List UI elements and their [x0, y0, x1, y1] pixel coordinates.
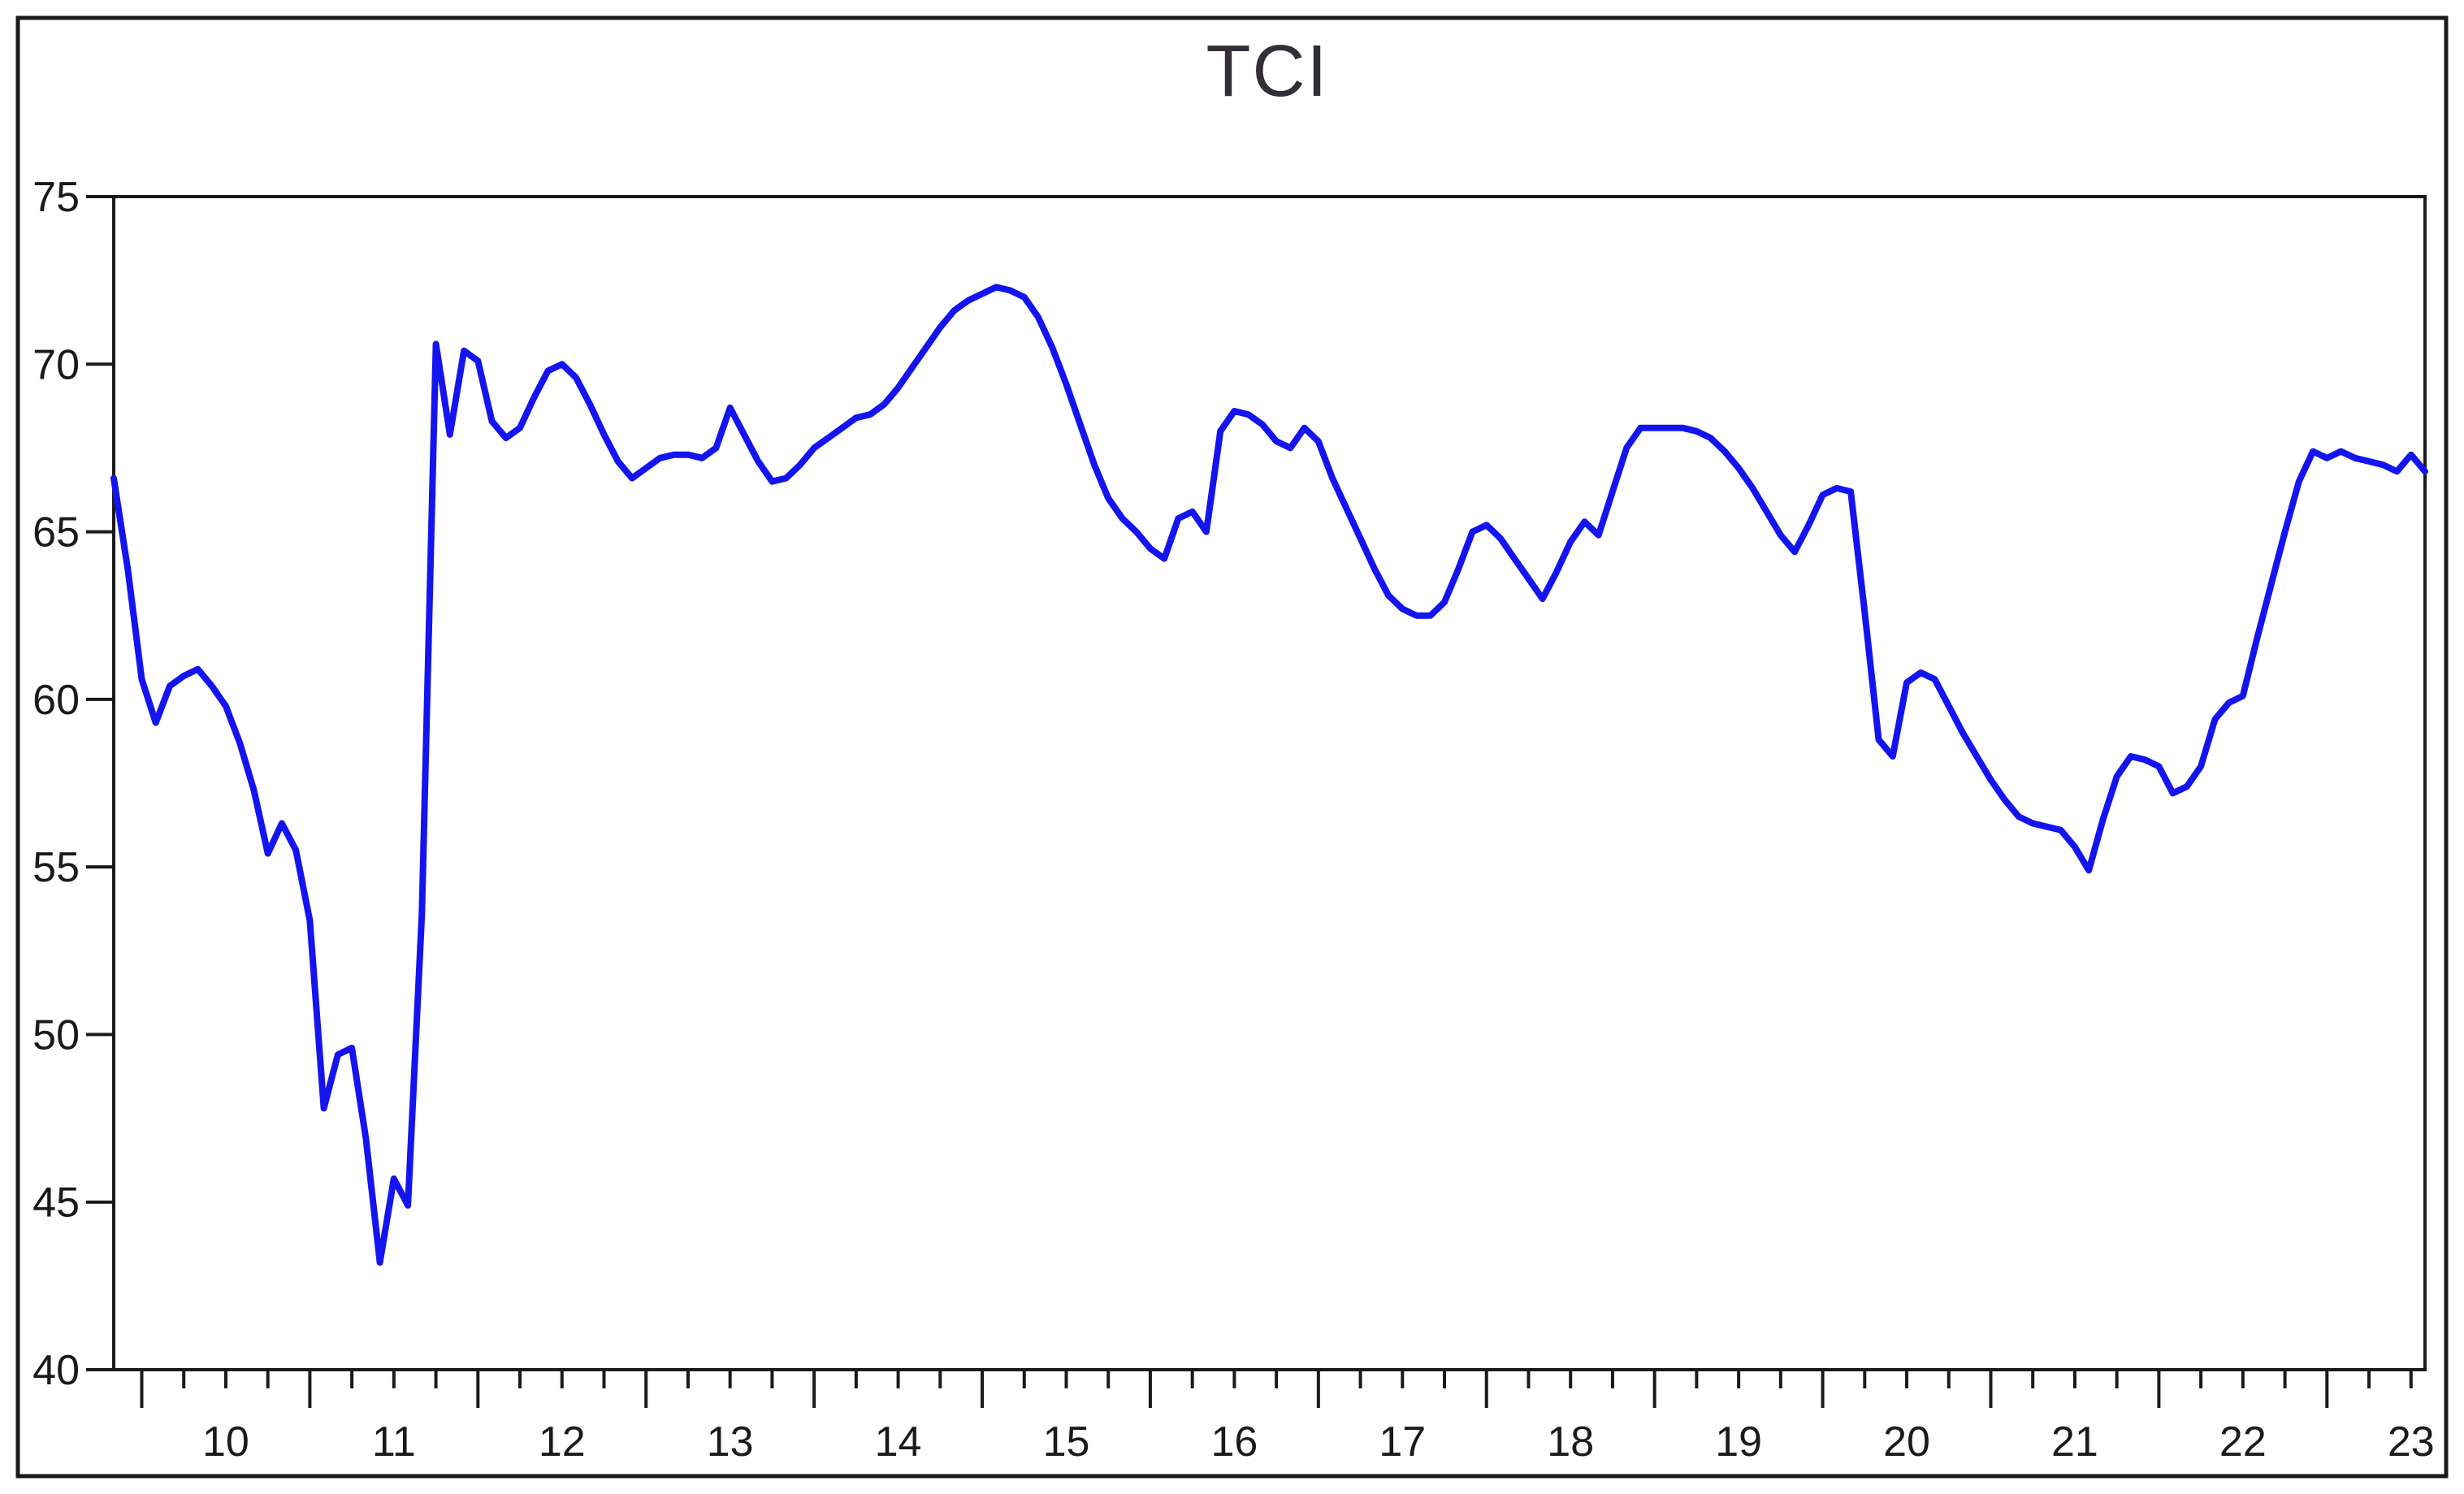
x-axis: 10 11 12 13 14 15 16 17 18 19 20 21 22 23	[140, 1370, 2435, 1466]
chart-title: TCI	[1206, 31, 1329, 112]
x-tick-label: 14	[875, 1418, 922, 1466]
x-tick-label: 18	[1547, 1418, 1594, 1466]
y-tick-label: 65	[32, 509, 80, 556]
y-tick-label: 55	[32, 844, 80, 891]
y-tick-label: 45	[32, 1180, 80, 1227]
x-tick-label: 12	[539, 1418, 586, 1466]
y-tick-label: 60	[32, 677, 80, 724]
x-tick-label: 17	[1379, 1418, 1426, 1466]
plot-frame	[112, 195, 2427, 1371]
x-tick-label: 20	[1883, 1418, 1930, 1466]
y-tick-label: 40	[32, 1347, 80, 1394]
x-tick-label: 21	[2051, 1418, 2098, 1466]
x-tick-label: 23	[2388, 1418, 2435, 1466]
x-tick-label: 19	[1715, 1418, 1762, 1466]
x-tick-label: 22	[2219, 1418, 2267, 1466]
y-tick-label: 70	[32, 341, 80, 388]
x-tick-label: 16	[1210, 1418, 1258, 1466]
outer-border	[15, 15, 2449, 1479]
x-tick-label: 15	[1043, 1418, 1090, 1466]
x-tick-label: 11	[372, 1418, 416, 1466]
y-axis: 75 70 65 60 55 50 45 40	[32, 174, 114, 1394]
y-tick-label: 75	[32, 174, 80, 221]
x-tick-label: 10	[202, 1418, 249, 1466]
y-tick-label: 50	[32, 1011, 80, 1059]
tci-series-line	[110, 284, 2428, 1266]
x-tick-label: 13	[707, 1418, 754, 1466]
